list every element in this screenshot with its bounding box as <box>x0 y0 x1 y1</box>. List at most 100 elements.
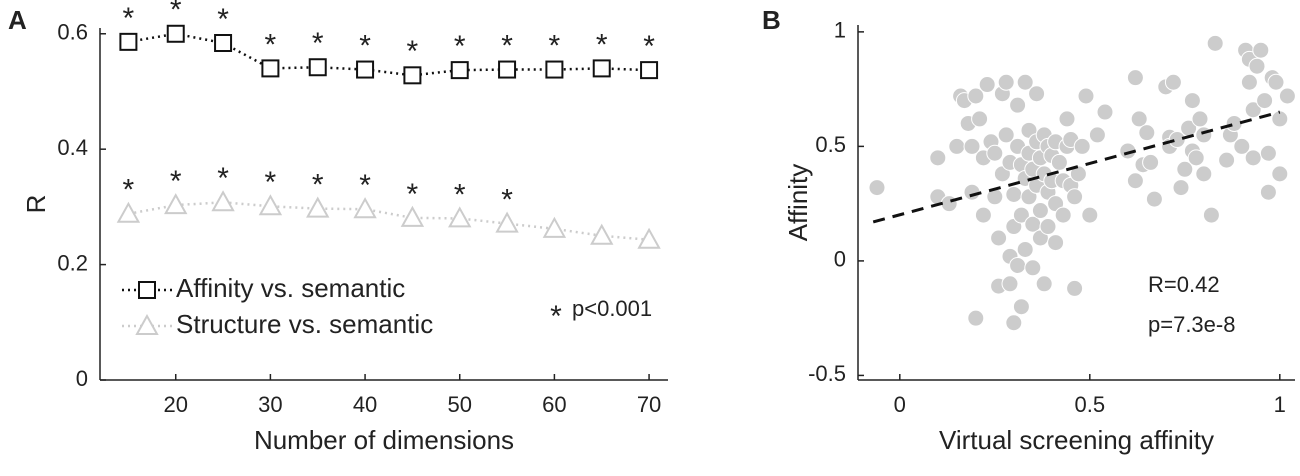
data-point <box>1069 165 1087 183</box>
y-tick-label: 0 <box>76 366 88 391</box>
annotation: p=7.3e-8 <box>1148 312 1235 337</box>
data-point <box>1259 183 1277 201</box>
data-point <box>1009 96 1027 114</box>
y-axis-label: Affinity <box>783 164 813 242</box>
significance-star: * <box>596 28 608 61</box>
data-point <box>1005 314 1023 332</box>
data-point <box>1202 206 1220 224</box>
panel-label: B <box>762 5 781 35</box>
data-point <box>306 196 330 218</box>
significance-star: * <box>265 166 277 199</box>
data-point <box>400 205 425 227</box>
data-point <box>1164 73 1182 91</box>
data-point <box>308 58 327 77</box>
data-point <box>214 34 233 53</box>
data-point <box>1225 114 1243 132</box>
data-point <box>448 206 472 228</box>
data-point <box>1267 73 1285 91</box>
data-point <box>868 179 886 197</box>
x-tick-label: 0 <box>894 392 906 417</box>
data-point <box>1278 87 1296 105</box>
x-tick-label: 30 <box>258 392 282 417</box>
data-point <box>1035 275 1053 293</box>
data-point <box>1145 190 1163 208</box>
y-tick-label: 0.6 <box>57 20 88 45</box>
data-point <box>637 227 661 249</box>
data-point <box>1031 202 1049 220</box>
data-point <box>1206 34 1224 52</box>
data-point <box>1142 153 1160 171</box>
significance-star: * <box>501 184 513 217</box>
data-point <box>1244 149 1262 167</box>
y-tick-label: 0.2 <box>57 250 88 275</box>
data-point <box>1054 206 1072 224</box>
data-point <box>1088 126 1106 144</box>
significance-star: * <box>265 28 277 61</box>
y-tick-label: 0.4 <box>57 135 88 160</box>
data-point <box>971 110 989 128</box>
legend-marker <box>135 313 159 335</box>
data-point <box>929 149 947 167</box>
data-point <box>119 32 138 51</box>
data-point <box>1050 153 1068 171</box>
data-point <box>974 206 992 224</box>
data-point <box>1195 126 1213 144</box>
data-point <box>1119 142 1137 160</box>
series-line <box>128 201 650 242</box>
significance-star: * <box>359 169 371 202</box>
panel-label: A <box>8 5 27 35</box>
data-point <box>1248 57 1266 75</box>
data-point <box>1256 92 1274 110</box>
data-point <box>997 73 1015 91</box>
data-point <box>166 24 185 43</box>
significance-star: * <box>454 178 466 211</box>
data-point <box>1066 188 1084 206</box>
data-point <box>940 195 958 213</box>
data-point <box>1012 206 1030 224</box>
data-point <box>967 309 985 327</box>
series-line <box>128 32 650 77</box>
data-point <box>1012 298 1030 316</box>
data-point <box>1244 101 1262 119</box>
data-point <box>1187 149 1205 167</box>
y-tick-label: 0.5 <box>815 132 846 157</box>
data-point <box>1009 256 1027 274</box>
data-point <box>1240 73 1258 91</box>
data-point <box>1077 87 1095 105</box>
data-point <box>1233 137 1251 155</box>
data-point <box>1016 240 1034 258</box>
significance-star: * <box>170 165 182 198</box>
data-point <box>997 126 1015 144</box>
y-tick-label: 0 <box>834 247 846 272</box>
data-point <box>986 144 1004 162</box>
significance-star: * <box>407 178 419 211</box>
data-point <box>1183 92 1201 110</box>
significance-star: * <box>454 30 466 63</box>
x-axis-label: Number of dimensions <box>254 425 514 455</box>
annotation: R=0.42 <box>1148 272 1220 297</box>
y-axis-label: R <box>21 195 51 214</box>
y-tick-label: -0.5 <box>808 361 846 386</box>
data-point <box>1001 275 1019 293</box>
data-point <box>545 60 564 79</box>
significance-star: * <box>359 29 371 62</box>
x-tick-label: 0.5 <box>1075 392 1106 417</box>
data-point <box>948 137 966 155</box>
significance-note: p<0.001 <box>572 296 652 321</box>
significance-star: * <box>312 169 324 202</box>
data-point <box>967 87 985 105</box>
data-point <box>1028 85 1046 103</box>
x-tick-label: 70 <box>637 392 661 417</box>
y-tick-label: 1 <box>834 18 846 43</box>
data-point <box>498 60 517 79</box>
data-point <box>356 60 375 79</box>
x-tick-label: 1 <box>1274 392 1286 417</box>
significance-star: * <box>217 3 229 36</box>
data-point <box>1073 137 1091 155</box>
data-point <box>1058 110 1076 128</box>
significance-star: * <box>501 29 513 62</box>
significance-star: * <box>312 27 324 60</box>
legend-label: Structure vs. semantic <box>176 309 433 339</box>
